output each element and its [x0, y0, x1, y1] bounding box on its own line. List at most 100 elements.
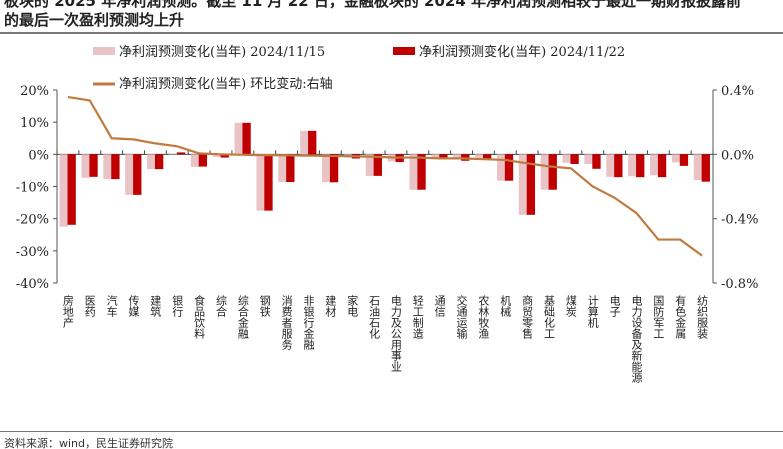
bar-1122 — [198, 154, 208, 167]
bar-1122 — [133, 154, 142, 195]
bar-1115 — [168, 153, 178, 155]
bar-1115 — [584, 154, 593, 164]
bar-1115 — [322, 154, 331, 183]
category-label: 有色金属 — [674, 294, 687, 340]
line-qoq-change — [67, 95, 703, 257]
category-label: 农林牧渔 — [477, 294, 490, 340]
bar-1115 — [212, 154, 221, 157]
category-label: 传媒 — [127, 295, 140, 318]
bar-1115 — [650, 154, 659, 176]
title-line-2: 的最后一次盈利预测均上升 — [4, 11, 185, 29]
category-label: 交通运输 — [455, 294, 468, 340]
bar-1115 — [431, 154, 440, 158]
category-label: 石油石化 — [368, 295, 381, 340]
bar-1115 — [234, 122, 243, 155]
right-tick-label: 0.0% — [721, 148, 754, 163]
bar-1122 — [242, 122, 251, 155]
bar-1122 — [701, 154, 710, 182]
bar-1115 — [540, 154, 549, 190]
bar-1122 — [614, 154, 623, 178]
bar-1122 — [570, 154, 579, 164]
category-label: 食品饮料 — [193, 294, 206, 340]
left-tick-label: -30% — [16, 245, 49, 260]
bar-1122 — [89, 154, 98, 177]
bar-1122 — [308, 130, 317, 155]
bar-1115 — [409, 154, 418, 190]
category-label: 计算机 — [586, 295, 599, 328]
bar-1122 — [526, 154, 536, 215]
right-tick-label: 0.4% — [721, 84, 754, 99]
bar-1122 — [679, 154, 689, 166]
legend-label-1122: 净利润预测变化(当年) 2024/11/22 — [419, 44, 625, 60]
category-label: 非银行金融 — [302, 295, 315, 351]
category-label: 汽车 — [105, 294, 118, 318]
legend-label-1115: 净利润预测变化(当年) 2024/11/15 — [119, 44, 325, 60]
bar-1115 — [59, 154, 68, 227]
category-label: 房地产 — [61, 295, 74, 329]
bar-1122 — [220, 154, 229, 158]
bar-1122 — [657, 154, 667, 178]
bar-1122 — [636, 154, 645, 178]
category-label: 基础化工 — [543, 295, 556, 339]
category-label: 电力设备及新能源 — [630, 295, 643, 384]
left-tick-label: -40% — [16, 277, 49, 292]
right-tick-label: -0.4% — [721, 213, 758, 228]
left-tick-label: -20% — [16, 213, 49, 228]
title-divider — [0, 32, 783, 34]
bar-1122 — [482, 154, 492, 159]
legend-label-line: 净利润预测变化(当年) 环比变动:右轴 — [119, 76, 333, 92]
footer-divider — [0, 431, 783, 432]
source-note: 资料来源：wind，民生证券研究院 — [4, 437, 174, 449]
bar-1122 — [439, 154, 448, 159]
bar-1115 — [125, 154, 134, 195]
bar-1115 — [278, 154, 287, 182]
bar-1115 — [103, 154, 112, 180]
category-label: 煤炭 — [564, 295, 577, 318]
category-label: 轻工制造 — [411, 294, 424, 339]
category-label: 国防军工 — [652, 295, 665, 339]
bar-1115 — [147, 154, 156, 170]
category-label: 家电 — [346, 294, 359, 317]
category-label: 电子 — [608, 295, 621, 317]
category-label: 建筑 — [149, 294, 162, 317]
bar-1122 — [176, 152, 186, 155]
category-label: 综合 — [215, 294, 228, 317]
bar-1115 — [496, 154, 506, 181]
bar-1115 — [562, 154, 571, 163]
bar-1115 — [300, 130, 309, 155]
bar-1115 — [453, 154, 462, 160]
bar-1122 — [504, 154, 514, 181]
left-tick-label: 20% — [20, 84, 49, 99]
bar-1122 — [548, 154, 557, 190]
bar-1122 — [592, 154, 601, 169]
bar-1122 — [329, 154, 339, 183]
bar-1115 — [81, 154, 90, 178]
legend-swatch-1115 — [93, 47, 115, 55]
category-label: 钢铁 — [258, 295, 271, 317]
bar-1122 — [154, 154, 164, 170]
category-label: 综合金融 — [236, 294, 249, 340]
bar-1115 — [256, 154, 265, 211]
category-label: 纺织服装 — [696, 294, 709, 340]
bar-1122 — [264, 154, 273, 211]
title-line-1: 板块的 2025 年净利润预测。截至 11 月 22 日，金融板块的 2024 … — [4, 0, 742, 10]
bar-1115 — [518, 154, 528, 215]
bar-1115 — [671, 154, 681, 163]
category-label: 通信 — [433, 295, 446, 318]
bar-1115 — [190, 154, 200, 167]
bar-1122 — [373, 154, 382, 176]
category-label: 建材 — [324, 294, 337, 317]
category-label: 医药 — [83, 295, 96, 318]
category-label: 银行 — [171, 294, 184, 318]
bar-1115 — [606, 154, 615, 177]
right-tick-label: -0.8% — [721, 277, 758, 292]
left-tick-label: -10% — [16, 181, 49, 196]
bar-1115 — [628, 154, 637, 177]
legend-swatch-1122 — [393, 47, 415, 55]
bar-1122 — [111, 154, 120, 180]
bar-1122 — [67, 154, 76, 225]
bar-1115 — [693, 154, 703, 181]
category-label: 电力及公用事业 — [389, 295, 402, 372]
